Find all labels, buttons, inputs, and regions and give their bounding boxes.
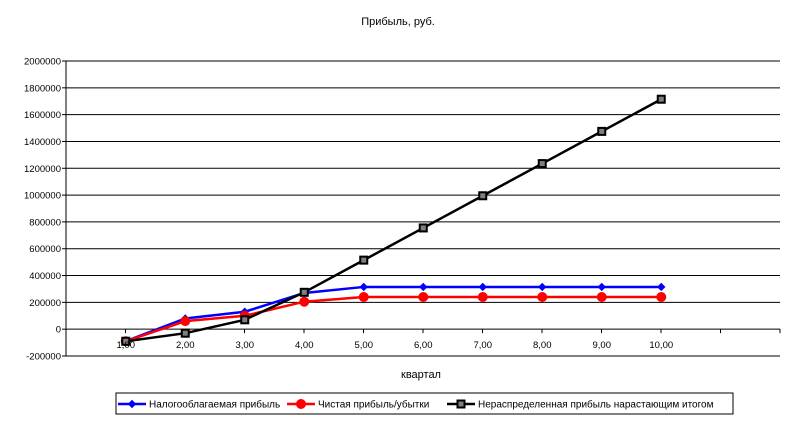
legend-label: Чистая прибыль/убытки (318, 399, 429, 411)
y-tick-label: 800000 (29, 217, 61, 228)
data-point (121, 336, 131, 346)
series-lines (120, 94, 667, 347)
data-point (419, 282, 428, 292)
x-tick-label: 8,00 (533, 340, 552, 351)
y-tick-label: 1600000 (24, 110, 61, 121)
data-point (359, 255, 369, 265)
y-tick-label: 400000 (29, 271, 61, 282)
y-tick-labels: -200000 0 200000 400000 600000 800000 1000000 1… (24, 57, 61, 363)
data-point (538, 282, 547, 292)
series-line (125, 98, 662, 343)
data-point (597, 282, 606, 292)
y-tick-label: 600000 (29, 244, 61, 255)
x-tick-label: 2,00 (176, 340, 195, 351)
legend-box (115, 392, 734, 415)
series-2 (120, 292, 667, 347)
y-tick-label: 0 (56, 325, 61, 336)
y-tick-label: -200000 (26, 352, 61, 363)
data-point (240, 315, 250, 325)
data-point (657, 282, 666, 292)
legend-swatch-marker (127, 399, 137, 409)
x-tick-label: 7,00 (474, 340, 493, 351)
y-tick-label: 1000000 (24, 191, 61, 202)
x-tick-label: 3,00 (236, 340, 255, 351)
data-point (358, 292, 369, 302)
x-tick-label: 5,00 (355, 340, 374, 351)
data-point (299, 296, 310, 307)
data-point (537, 159, 547, 169)
x-tick-label: 1,00 (117, 340, 136, 351)
x-axis-label: квартал (401, 369, 441, 381)
y-tick-label: 1200000 (24, 164, 61, 175)
series-3 (121, 94, 666, 346)
data-point (477, 292, 488, 302)
data-point (418, 292, 429, 302)
legend-label: Нераспределенная прибыль нарастающим ито… (478, 399, 714, 411)
x-tick-label: 4,00 (295, 340, 314, 351)
legend-item: Нераспределенная прибыль нарастающим ито… (447, 399, 714, 411)
series-1 (121, 282, 666, 346)
y-tick-label: 2000000 (24, 57, 61, 68)
legend-swatch-marker (456, 399, 466, 409)
x-tick-label: 9,00 (593, 340, 612, 351)
legend-label: Налогооблагаемая прибыль (149, 399, 280, 411)
y-tick-label: 200000 (29, 298, 61, 309)
data-point (597, 126, 607, 136)
data-point (537, 292, 548, 302)
legend-items: Налогооблагаемая прибыль Чистая прибыль/у… (118, 399, 714, 411)
axes (62, 60, 781, 357)
y-tick-label: 1400000 (24, 137, 61, 148)
data-point (180, 316, 191, 327)
data-point (180, 328, 190, 338)
legend-swatch-marker (296, 399, 306, 409)
grid-lines (66, 60, 780, 357)
data-point (359, 282, 368, 292)
data-point (656, 292, 667, 302)
x-tick-label: 10,00 (649, 340, 673, 351)
data-point (478, 282, 487, 292)
data-point (596, 292, 607, 302)
y-tick-label: 1800000 (24, 83, 61, 94)
legend-item: Налогооблагаемая прибыль (118, 399, 280, 411)
x-tick-label: 6,00 (414, 340, 433, 351)
chart-title: Прибыль, руб. (361, 16, 435, 28)
legend-item: Чистая прибыль/убытки (287, 399, 429, 411)
data-point (656, 94, 666, 104)
data-point (418, 223, 428, 233)
data-point (299, 287, 309, 297)
series-line (125, 285, 662, 343)
legend: Налогооблагаемая прибыль Чистая прибыль/у… (115, 392, 734, 415)
x-tick-labels: 1,00 2,00 3,00 4,00 5,00 6,00 7,00 8,00 9,00 10,0… (117, 340, 674, 351)
data-point (478, 191, 488, 201)
series-line (125, 295, 662, 343)
